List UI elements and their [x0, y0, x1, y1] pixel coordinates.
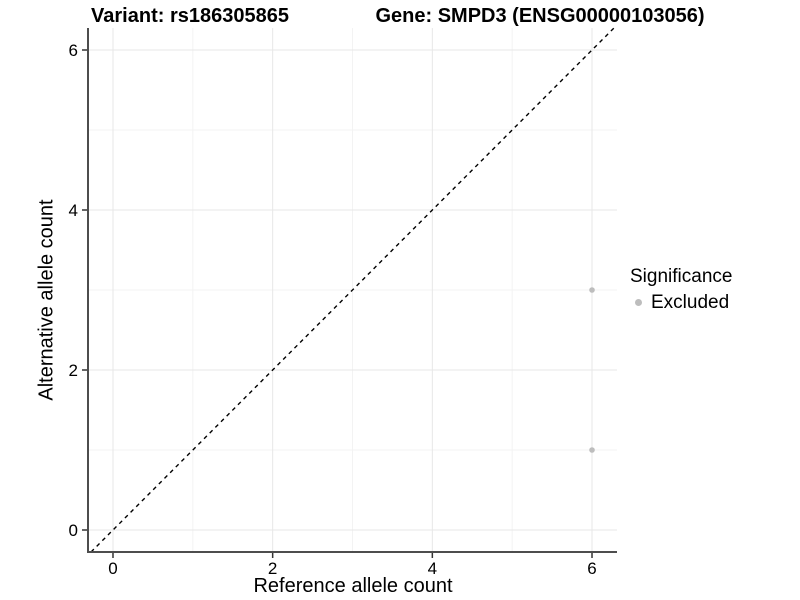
data-point [589, 447, 595, 453]
x-tick-label: 4 [428, 559, 437, 578]
legend-item-excluded: Excluded [630, 292, 732, 314]
identity-line [90, 27, 615, 553]
legend: Significance Excluded [630, 265, 732, 314]
y-tick-label: 0 [69, 521, 78, 540]
legend-dot-icon [635, 299, 642, 307]
legend-title: Significance [630, 266, 733, 287]
y-axis-label: Alternative allele count [35, 199, 58, 401]
legend-item-label: Excluded [651, 291, 730, 313]
x-tick-label: 6 [587, 559, 596, 578]
y-tick-label: 4 [69, 201, 78, 220]
plot-title-variant: Variant: rs186305865 [91, 5, 289, 27]
data-point [589, 287, 595, 293]
x-tick-label: 0 [108, 559, 117, 578]
y-tick-label: 6 [69, 41, 78, 60]
x-tick-label: 2 [268, 559, 277, 578]
y-tick-label: 2 [69, 361, 78, 380]
legend-key [630, 294, 647, 311]
x-axis-label: Reference allele count [253, 575, 453, 597]
plot-title-gene: Gene: SMPD3 (ENSG00000103056) [375, 5, 705, 27]
